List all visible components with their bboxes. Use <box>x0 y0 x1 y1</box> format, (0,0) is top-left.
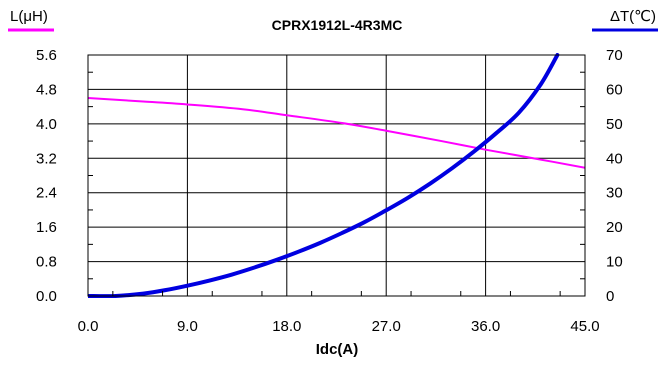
y-right-tick-labels: 0 10 20 30 40 50 60 70 <box>606 47 623 305</box>
y-right-tick-label: 70 <box>606 47 623 64</box>
x-axis-label: Idc(A) <box>316 341 359 358</box>
y-right-tick-label: 60 <box>606 81 623 98</box>
temperature-rise-series-line <box>88 53 560 298</box>
chart-title: CPRX1912L-4R3MC <box>272 17 403 33</box>
y-left-tick-labels: 0.0 0.8 1.6 2.4 3.2 4.0 4.8 5.6 <box>36 47 57 305</box>
left-axis-unit: L(μH) <box>10 8 48 25</box>
minor-ticks <box>88 71 585 296</box>
x-tick-label: 9.0 <box>177 318 198 335</box>
y-right-tick-label: 40 <box>606 150 623 167</box>
y-left-tick-label: 3.2 <box>36 150 57 167</box>
y-left-tick-label: 5.6 <box>36 47 57 64</box>
y-right-tick-label: 0 <box>606 288 614 305</box>
plot-frame <box>87 54 586 297</box>
y-left-tick-label: 4.0 <box>36 116 57 133</box>
y-left-tick-label: 4.8 <box>36 81 57 98</box>
x-tick-label: 45.0 <box>570 318 599 335</box>
y-left-tick-label: 2.4 <box>36 185 57 202</box>
right-axis-unit: ΔT(℃) <box>610 8 656 25</box>
y-right-tick-label: 50 <box>606 116 623 133</box>
x-tick-label: 36.0 <box>471 318 500 335</box>
y-right-tick-label: 10 <box>606 254 623 271</box>
x-tick-label: 27.0 <box>372 318 401 335</box>
y-left-tick-label: 1.6 <box>36 219 57 236</box>
y-left-tick-label: 0.0 <box>36 288 57 305</box>
y-right-tick-label: 30 <box>606 185 623 202</box>
inductance-series-line <box>88 97 585 169</box>
grid <box>88 55 585 296</box>
x-tick-label: 0.0 <box>78 318 99 335</box>
y-right-tick-label: 20 <box>606 219 623 236</box>
x-tick-label: 18.0 <box>272 318 301 335</box>
y-left-tick-label: 0.8 <box>36 254 57 271</box>
x-tick-labels: 0.0 9.0 18.0 27.0 36.0 45.0 <box>78 318 600 335</box>
series-layer <box>88 53 585 298</box>
